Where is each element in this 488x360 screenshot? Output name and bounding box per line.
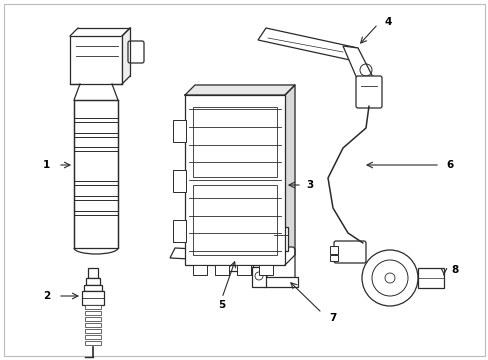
FancyBboxPatch shape [70, 36, 122, 84]
FancyBboxPatch shape [266, 247, 294, 283]
Bar [85, 311, 101, 315]
Bar [173, 220, 185, 242]
Bar [251, 267, 265, 287]
Bar [417, 268, 443, 288]
Text: 2: 2 [43, 291, 51, 301]
Circle shape [384, 273, 394, 283]
Polygon shape [184, 85, 294, 95]
FancyBboxPatch shape [128, 41, 143, 63]
Bar [193, 265, 206, 275]
Bar [74, 100, 118, 248]
Bar [82, 291, 104, 305]
Polygon shape [258, 28, 357, 60]
Polygon shape [342, 46, 375, 88]
Text: 5: 5 [218, 300, 225, 310]
Text: 8: 8 [450, 265, 458, 275]
Bar [85, 341, 101, 345]
Polygon shape [122, 28, 130, 84]
Bar [329, 246, 337, 254]
Bar [173, 170, 185, 192]
Bar [173, 120, 185, 142]
Bar [259, 265, 272, 275]
Bar [88, 268, 98, 278]
Bar [237, 265, 250, 275]
Text: 1: 1 [42, 160, 49, 170]
Bar [193, 107, 276, 177]
Bar [215, 265, 228, 275]
Text: 3: 3 [306, 180, 313, 190]
Polygon shape [170, 248, 235, 261]
Bar [224, 236, 252, 271]
Bar [85, 329, 101, 333]
Bar [184, 95, 285, 265]
Bar [193, 185, 276, 255]
Text: 4: 4 [384, 17, 391, 27]
Bar [329, 255, 337, 261]
Polygon shape [285, 85, 294, 265]
FancyBboxPatch shape [333, 241, 365, 263]
Bar [84, 285, 102, 291]
Bar [86, 278, 100, 285]
Bar [85, 335, 101, 339]
Bar [85, 305, 101, 309]
Bar [273, 227, 287, 251]
Bar [264, 277, 297, 287]
Text: 6: 6 [446, 160, 453, 170]
Bar [85, 323, 101, 327]
Bar [85, 317, 101, 321]
FancyBboxPatch shape [355, 76, 381, 108]
Polygon shape [252, 236, 274, 258]
Text: 7: 7 [328, 313, 336, 323]
